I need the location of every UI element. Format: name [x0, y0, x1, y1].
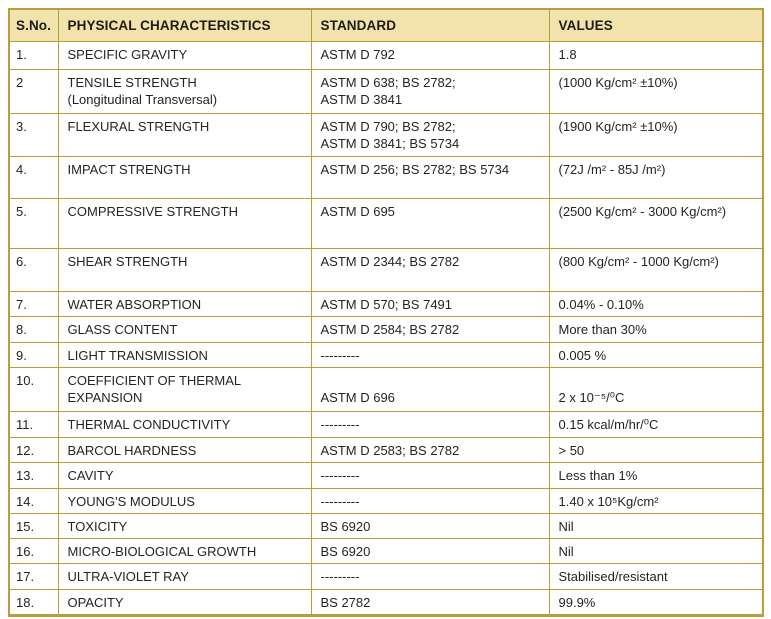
header-sno: S.No. — [8, 8, 59, 42]
characteristic-cell: THERMAL CONDUCTIVITY — [57, 410, 312, 438]
table-row: 9. LIGHT TRANSMISSION --------- 0.005 % — [8, 341, 764, 368]
standard-cell: --------- — [310, 461, 550, 489]
characteristic-cell: BARCOL HARDNESS — [57, 436, 312, 463]
table-row: 17. ULTRA-VIOLET RAY --------- Stabilise… — [8, 562, 764, 590]
table-row: 13. CAVITY --------- Less than 1% — [8, 461, 764, 489]
sno-cell: 18. — [8, 588, 59, 616]
sno-cell: 14. — [8, 487, 59, 514]
value-cell: > 50 — [548, 436, 764, 463]
sno-cell: 4. — [8, 155, 59, 199]
characteristic-cell: TENSILE STRENGTH (Longitudinal Transvers… — [57, 68, 312, 114]
standard-cell: --------- — [310, 562, 550, 590]
sno-cell: 8. — [8, 315, 59, 343]
physical-characteristics-table: S.No. PHYSICAL CHARACTERISTICS STANDARD … — [8, 8, 764, 617]
sno-cell: 6. — [8, 247, 59, 292]
table-row: 15. TOXICITY BS 6920 Nil — [8, 512, 764, 539]
characteristic-cell: COEFFICIENT OF THERMAL EXPANSION — [57, 366, 312, 412]
value-cell: 99.9% — [548, 588, 764, 616]
sno-cell: 11. — [8, 410, 59, 438]
value-cell: (800 Kg/cm² - 1000 Kg/cm²) — [548, 247, 764, 292]
characteristic-cell: GLASS CONTENT — [57, 315, 312, 343]
table-row: 18. OPACITY BS 2782 99.9% — [8, 588, 764, 616]
value-cell: (2500 Kg/cm² - 3000 Kg/cm²) — [548, 197, 764, 249]
table-row: 12. BARCOL HARDNESS ASTM D 2583; BS 2782… — [8, 436, 764, 463]
standard-cell: ASTM D 790; BS 2782; ASTM D 3841; BS 573… — [310, 112, 550, 157]
value-cell: 0.15 kcal/m/hr/⁰C — [548, 410, 764, 438]
characteristic-cell: LIGHT TRANSMISSION — [57, 341, 312, 368]
characteristic-cell: CAVITY — [57, 461, 312, 489]
sno-cell: 17. — [8, 562, 59, 590]
value-cell: Nil — [548, 512, 764, 539]
sno-cell: 1. — [8, 40, 59, 70]
standard-cell: ASTM D 2344; BS 2782 — [310, 247, 550, 292]
characteristic-cell: MICRO-BIOLOGICAL GROWTH — [57, 537, 312, 564]
table-row: 11. THERMAL CONDUCTIVITY --------- 0.15 … — [8, 410, 764, 438]
value-cell: 1.8 — [548, 40, 764, 70]
value-cell: 0.04% - 0.10% — [548, 290, 764, 317]
standard-cell: ASTM D 256; BS 2782; BS 5734 — [310, 155, 550, 199]
table-row: 10. COEFFICIENT OF THERMAL EXPANSION AST… — [8, 366, 764, 412]
value-cell: 0.005 % — [548, 341, 764, 368]
table-row: 5. COMPRESSIVE STRENGTH ASTM D 695 (2500… — [8, 197, 764, 249]
characteristic-cell: OPACITY — [57, 588, 312, 616]
sno-cell: 10. — [8, 366, 59, 412]
sno-cell: 13. — [8, 461, 59, 489]
sno-cell: 2 — [8, 68, 59, 114]
characteristic-cell: WATER ABSORPTION — [57, 290, 312, 317]
sno-cell: 5. — [8, 197, 59, 249]
standard-cell: BS 2782 — [310, 588, 550, 616]
value-cell: Stabilised/resistant — [548, 562, 764, 590]
sno-cell: 7. — [8, 290, 59, 317]
table-row: 1. SPECIFIC GRAVITY ASTM D 792 1.8 — [8, 40, 764, 70]
standard-cell: ASTM D 696 — [310, 366, 550, 412]
sno-cell: 12. — [8, 436, 59, 463]
sno-cell: 9. — [8, 341, 59, 368]
standard-cell: ASTM D 792 — [310, 40, 550, 70]
standard-cell: --------- — [310, 341, 550, 368]
characteristic-cell: SHEAR STRENGTH — [57, 247, 312, 292]
value-cell: (1000 Kg/cm² ±10%) — [548, 68, 764, 114]
characteristic-cell: FLEXURAL STRENGTH — [57, 112, 312, 157]
standard-cell: ASTM D 638; BS 2782; ASTM D 3841 — [310, 68, 550, 114]
standard-cell: BS 6920 — [310, 537, 550, 564]
characteristic-cell: YOUNG'S MODULUS — [57, 487, 312, 514]
value-cell: 2 x 10⁻⁵/⁰C — [548, 366, 764, 412]
table-row: 3. FLEXURAL STRENGTH ASTM D 790; BS 2782… — [8, 112, 764, 157]
standard-cell: BS 6920 — [310, 512, 550, 539]
header-physical-characteristics: PHYSICAL CHARACTERISTICS — [57, 8, 312, 42]
standard-cell: ASTM D 695 — [310, 197, 550, 249]
standard-cell: --------- — [310, 410, 550, 438]
sno-cell: 15. — [8, 512, 59, 539]
header-values: VALUES — [548, 8, 764, 42]
standard-cell: ASTM D 2584; BS 2782 — [310, 315, 550, 343]
value-cell: Nil — [548, 537, 764, 564]
standard-cell: ASTM D 570; BS 7491 — [310, 290, 550, 317]
value-cell: 1.40 x 10⁵Kg/cm² — [548, 487, 764, 514]
table-row: 4. IMPACT STRENGTH ASTM D 256; BS 2782; … — [8, 155, 764, 199]
table-row: 14. YOUNG'S MODULUS --------- 1.40 x 10⁵… — [8, 487, 764, 514]
sno-cell: 3. — [8, 112, 59, 157]
value-cell: (1900 Kg/cm² ±10%) — [548, 112, 764, 157]
value-cell: Less than 1% — [548, 461, 764, 489]
standard-cell: ASTM D 2583; BS 2782 — [310, 436, 550, 463]
value-cell: (72J /m² - 85J /m²) — [548, 155, 764, 199]
table-row: 7. WATER ABSORPTION ASTM D 570; BS 7491 … — [8, 290, 764, 317]
standard-cell: --------- — [310, 487, 550, 514]
characteristic-cell: TOXICITY — [57, 512, 312, 539]
sno-cell: 16. — [8, 537, 59, 564]
characteristic-cell: COMPRESSIVE STRENGTH — [57, 197, 312, 249]
characteristic-cell: IMPACT STRENGTH — [57, 155, 312, 199]
header-standard: STANDARD — [310, 8, 550, 42]
table-row: 6. SHEAR STRENGTH ASTM D 2344; BS 2782 (… — [8, 247, 764, 292]
characteristic-cell: ULTRA-VIOLET RAY — [57, 562, 312, 590]
characteristic-cell: SPECIFIC GRAVITY — [57, 40, 312, 70]
table-row: 16. MICRO-BIOLOGICAL GROWTH BS 6920 Nil — [8, 537, 764, 564]
table-header-row: S.No. PHYSICAL CHARACTERISTICS STANDARD … — [8, 8, 764, 42]
value-cell: More than 30% — [548, 315, 764, 343]
table-row: 8. GLASS CONTENT ASTM D 2584; BS 2782 Mo… — [8, 315, 764, 343]
table-row: 2 TENSILE STRENGTH (Longitudinal Transve… — [8, 68, 764, 114]
